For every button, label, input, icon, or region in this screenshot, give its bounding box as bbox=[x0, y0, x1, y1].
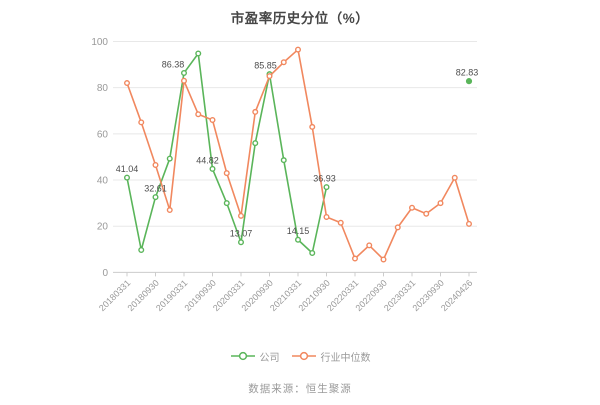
industry-series-point bbox=[237, 212, 244, 219]
industry-series-point bbox=[380, 256, 387, 263]
industry-series-point bbox=[337, 219, 344, 226]
industry-line-marker-icon bbox=[291, 351, 316, 361]
y-axis-label: 20 bbox=[97, 222, 109, 233]
industry-series-point bbox=[309, 123, 316, 130]
company-point-label: 41.04 bbox=[116, 164, 139, 174]
industry-series-point bbox=[266, 73, 273, 80]
company-series-point bbox=[180, 69, 187, 76]
industry-series-point bbox=[166, 207, 173, 214]
company-point-label: 32.61 bbox=[144, 184, 167, 194]
legend-label-industry-median: 行业中位数 bbox=[320, 352, 371, 364]
y-axis-label: 0 bbox=[102, 268, 108, 279]
chart-title: 市盈率历史分位（%） bbox=[230, 11, 370, 26]
industry-series-point bbox=[152, 162, 159, 169]
y-axis-label: 40 bbox=[97, 176, 109, 187]
y-axis-label: 80 bbox=[97, 83, 109, 94]
industry-series-point bbox=[209, 117, 216, 124]
y-axis-label: 100 bbox=[91, 37, 108, 48]
company-series-point bbox=[323, 184, 330, 191]
industry-series-point bbox=[280, 59, 287, 66]
industry-series-point bbox=[437, 200, 444, 207]
company-series-point bbox=[209, 165, 216, 172]
industry-series-point bbox=[195, 111, 202, 118]
company-series-point bbox=[166, 155, 173, 162]
industry-series-point bbox=[352, 255, 359, 262]
company-series-point bbox=[237, 239, 244, 246]
legend-item-industry-median[interactable]: 行业中位数 bbox=[291, 349, 371, 364]
x-axis-label: 20240426 bbox=[439, 278, 474, 313]
company-line-marker-icon bbox=[230, 351, 255, 361]
company-series-point bbox=[123, 174, 130, 181]
company-point-label: 82.83 bbox=[456, 68, 479, 78]
company-series-point bbox=[195, 50, 202, 57]
company-series-point bbox=[465, 78, 473, 85]
industry-series-point bbox=[295, 46, 302, 53]
industry-series-point bbox=[394, 224, 401, 231]
legend-item-company[interactable]: 公司 bbox=[230, 349, 280, 364]
company-point-label: 86.38 bbox=[162, 59, 185, 69]
industry-series-point bbox=[409, 204, 416, 211]
company-series-point bbox=[152, 194, 159, 201]
industry-series-point bbox=[138, 119, 145, 126]
company-series-point bbox=[138, 247, 145, 254]
industry-series-point bbox=[252, 108, 259, 115]
company-point-label: 36.93 bbox=[313, 174, 336, 184]
company-point-label: 85.85 bbox=[254, 61, 277, 71]
industry-series-point bbox=[323, 213, 330, 220]
company-series-point bbox=[295, 236, 302, 243]
legend: 公司 行业中位数 bbox=[0, 348, 600, 364]
industry-series-point bbox=[451, 174, 458, 181]
industry-series-point bbox=[466, 220, 473, 227]
y-axis-label: 60 bbox=[97, 129, 109, 140]
company-series-point bbox=[252, 140, 259, 147]
company-series-point bbox=[223, 200, 230, 207]
legend-label-company: 公司 bbox=[259, 352, 280, 364]
company-point-label: 44.82 bbox=[196, 155, 219, 165]
industry-series-point bbox=[180, 77, 187, 84]
industry-series-point bbox=[423, 210, 430, 217]
company-series-point bbox=[309, 250, 316, 257]
industry-series-point bbox=[123, 80, 130, 87]
company-series-point bbox=[280, 157, 287, 164]
company-series-line bbox=[126, 52, 328, 254]
company-point-label: 14.15 bbox=[287, 226, 310, 236]
company-point-label: 13.07 bbox=[230, 229, 253, 239]
plot-area: 0204060801002018033120180930201903312019… bbox=[91, 37, 479, 313]
industry-series-point bbox=[366, 242, 373, 249]
industry-series-point bbox=[223, 170, 230, 177]
data-source-text: 数据来源：恒生聚源 bbox=[248, 383, 352, 395]
